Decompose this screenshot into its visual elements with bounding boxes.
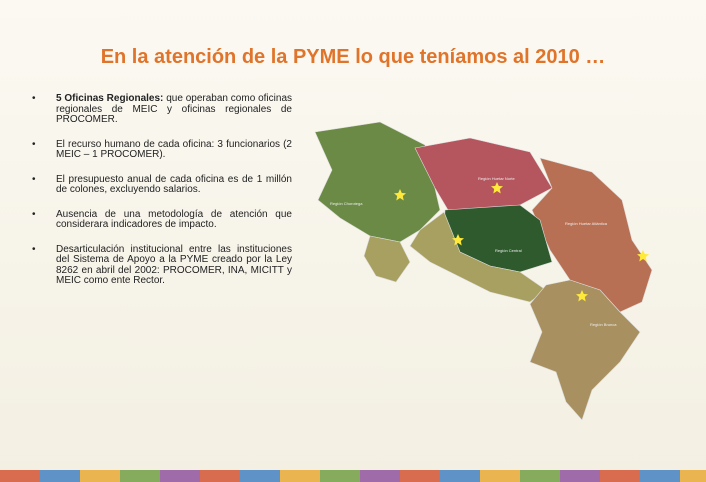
map-label: Región Central (495, 248, 522, 253)
map-label: Región Brunca (590, 322, 617, 327)
star (576, 290, 588, 302)
slide-title: En la atención de la PYME lo que teníamo… (100, 46, 606, 68)
map-label: Región Chorotega (330, 201, 363, 206)
bullet-bold: 5 Oficinas Regionales: (56, 93, 164, 104)
bullet-text: que operaban como oficinas regionales de… (56, 93, 293, 125)
region-brunca (529, 279, 641, 421)
bullet: Desarticulación institucional entre las … (30, 243, 292, 287)
bullet: El presupuesto anual de cada oficina es … (30, 173, 292, 196)
footer-stripe (0, 470, 706, 482)
region-nicoya (363, 235, 411, 283)
bullet-text: El recurso humano de cada oficina: 3 fun… (56, 138, 292, 160)
region-chorotega (314, 121, 441, 243)
map-label: Región Huetar Atlántica (565, 221, 608, 226)
map-label: Región Huetar Norte (478, 176, 515, 181)
stars (394, 182, 649, 302)
bullet: El recurso humano de cada oficina: 3 fun… (30, 138, 292, 161)
bullet-text: Ausencia de una metodología de atención … (56, 208, 292, 230)
star (491, 182, 503, 194)
star (637, 250, 649, 262)
bullet: 5 Oficinas Regionales: que operaban como… (30, 93, 293, 126)
star (394, 189, 406, 201)
bullet-text: Desarticulación institucional entre las … (56, 243, 292, 286)
bullet: Ausencia de una metodología de atención … (30, 208, 292, 231)
star (452, 234, 464, 246)
bullet-list: 5 Oficinas Regionales: que operaban como… (30, 93, 293, 301)
bullet-text: El presupuesto anual de cada oficina es … (56, 173, 292, 195)
